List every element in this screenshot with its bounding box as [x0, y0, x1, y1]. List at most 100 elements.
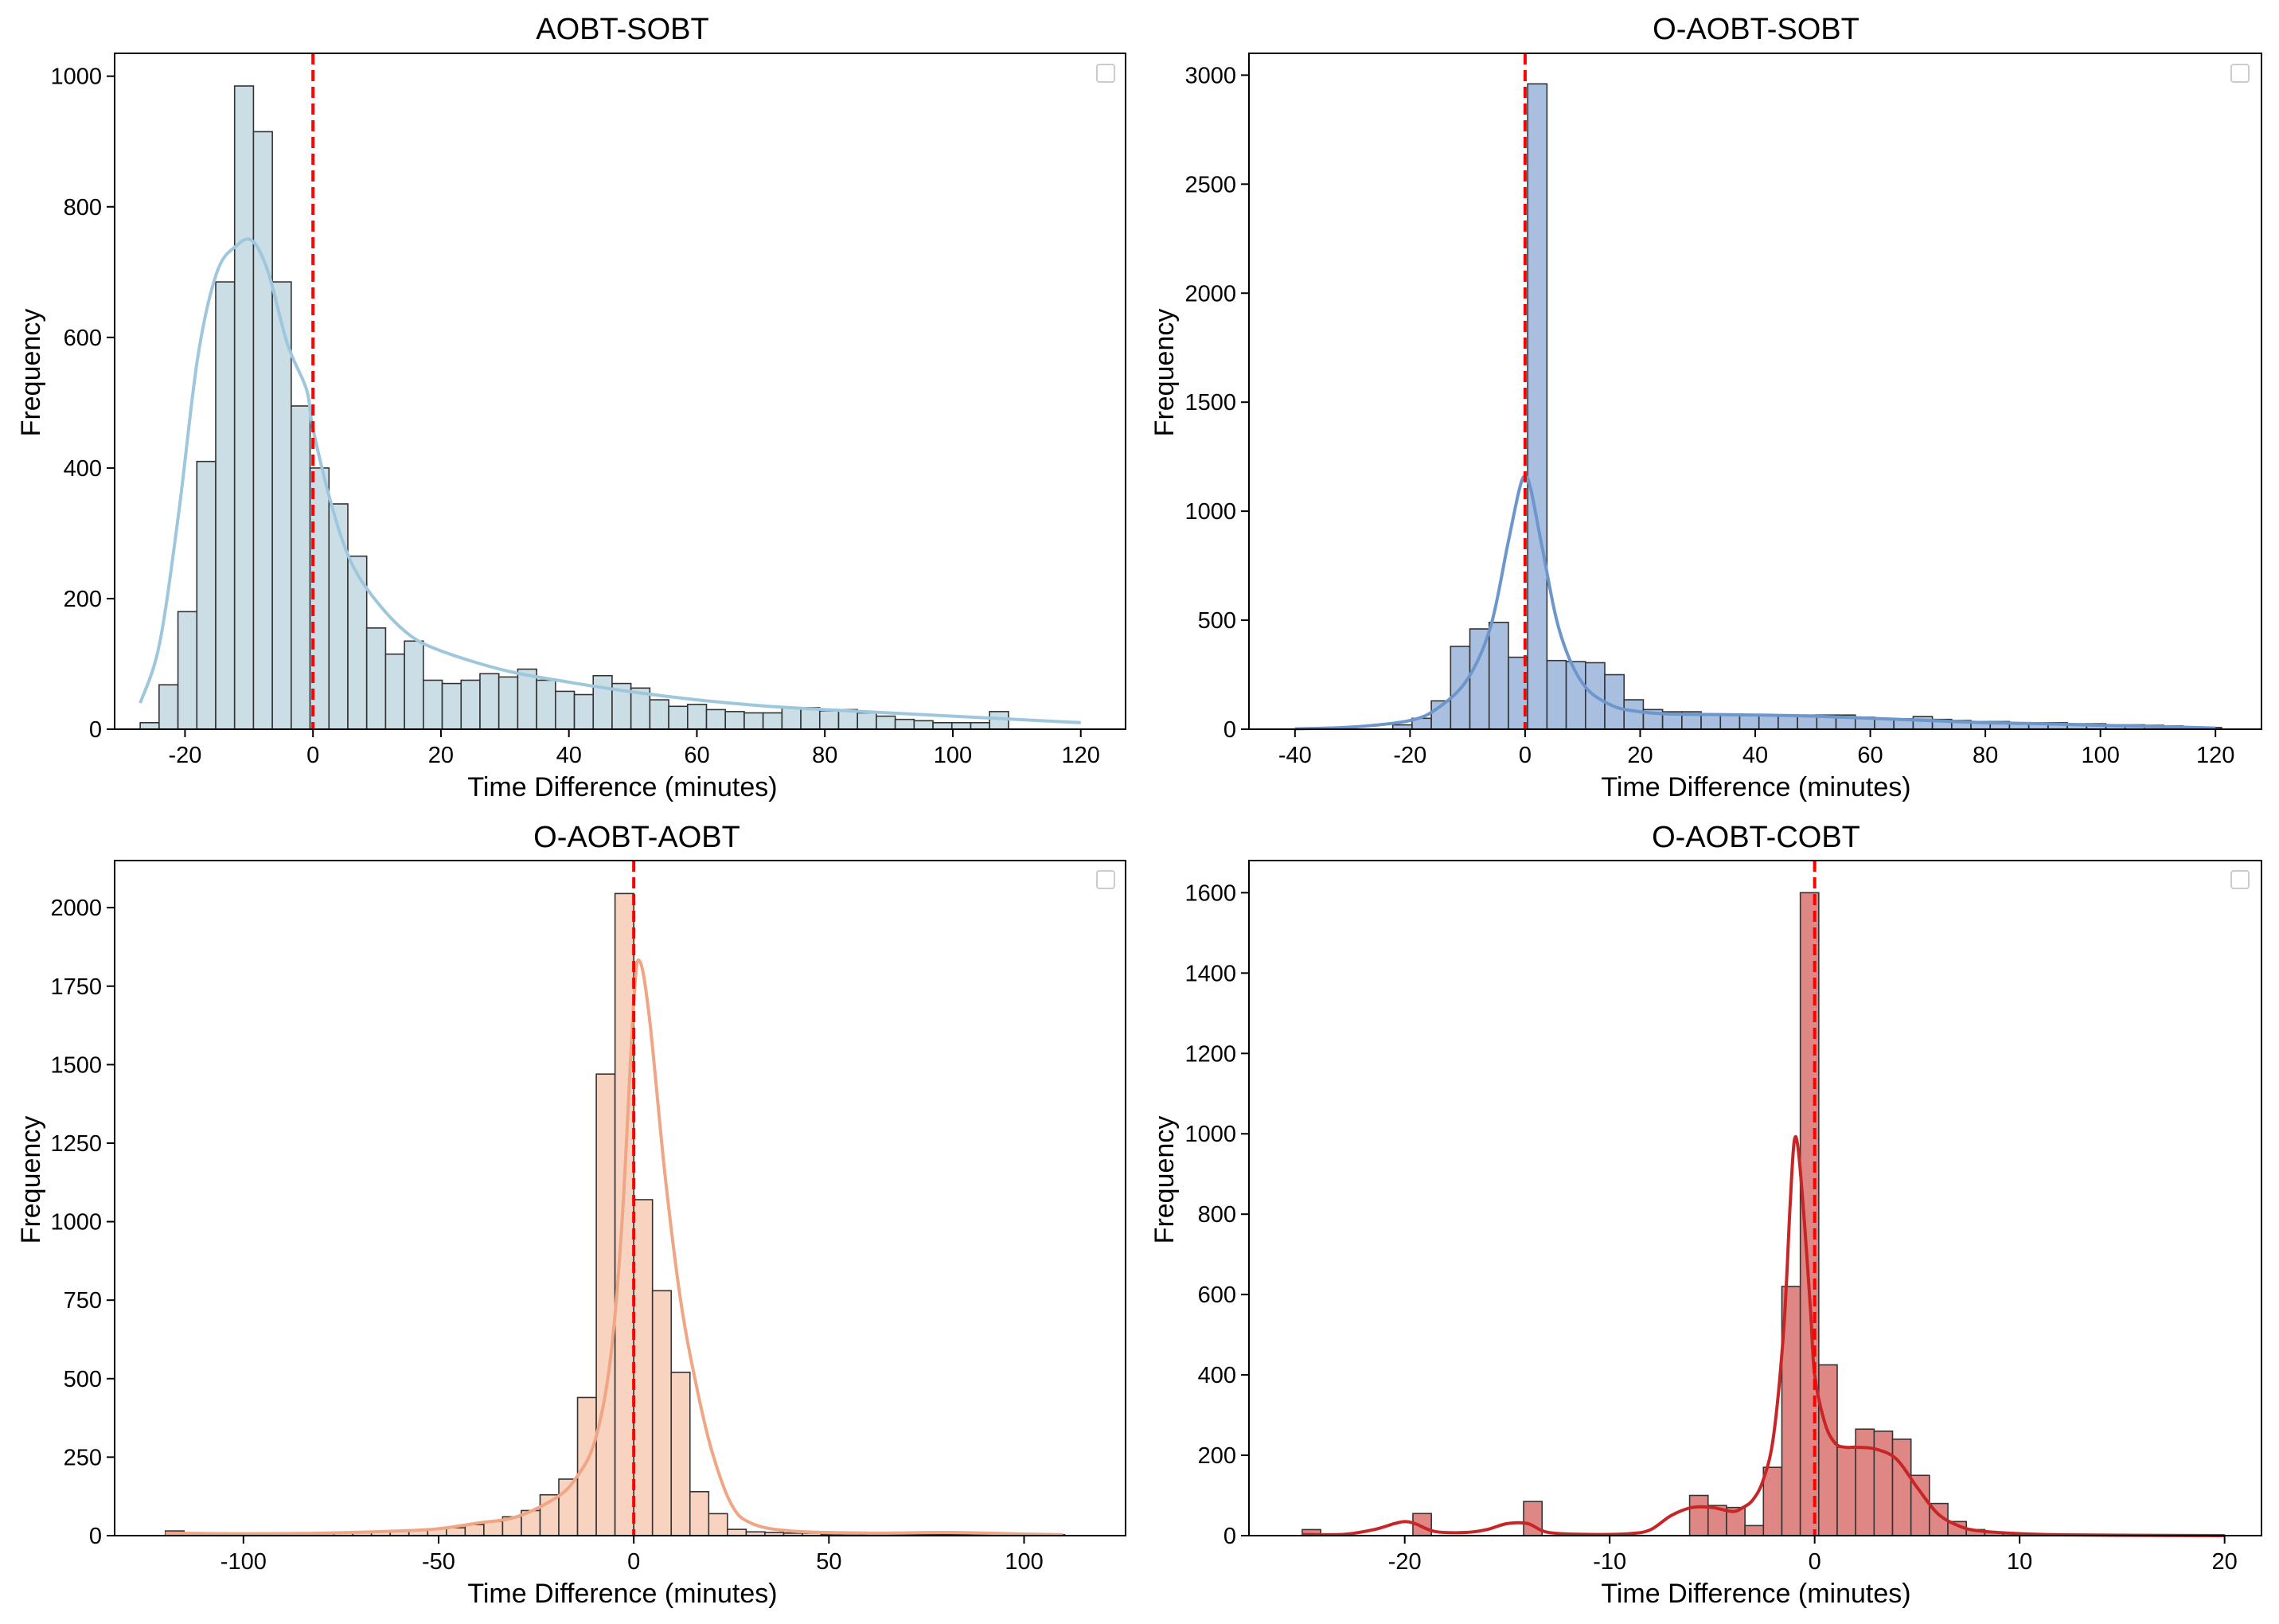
histogram-bar	[1700, 713, 1722, 730]
histogram-bar	[1836, 1446, 1856, 1536]
histogram-bar	[576, 1396, 597, 1536]
y-tick-label: 0	[89, 1524, 102, 1549]
histogram-bar	[724, 711, 745, 730]
y-tick-label: 2000	[1184, 281, 1236, 306]
plot-marks	[1301, 861, 2226, 1537]
y-tick-label: 2000	[50, 896, 102, 921]
x-tick-label: -20	[1388, 1549, 1422, 1575]
histogram-bar	[483, 1521, 504, 1536]
y-tick-label: 1500	[50, 1052, 102, 1078]
histogram-bar	[573, 693, 595, 730]
kde-curve	[1294, 474, 2216, 731]
y-tick-label: 800	[1198, 1202, 1236, 1228]
legend-box	[2230, 64, 2250, 83]
histogram-bar	[800, 707, 821, 730]
y-tick-label: 500	[64, 1367, 102, 1392]
y-tick-label: 1000	[1184, 499, 1236, 525]
x-axis-label: Time Difference (minutes)	[467, 772, 777, 802]
x-axis-label: Time Difference (minutes)	[1601, 772, 1910, 802]
x-tick-label: 60	[1857, 743, 1883, 768]
histogram-bar	[1758, 714, 1779, 730]
y-tick-label: 400	[1198, 1363, 1236, 1388]
histogram-bar	[1546, 659, 1567, 730]
histogram-bar	[705, 709, 727, 730]
kde-curve	[139, 237, 1081, 724]
y-tick-label: 2500	[1184, 172, 1236, 197]
histogram-bar	[384, 653, 405, 730]
y-axis-label: Frequency	[16, 309, 46, 437]
histogram-bar	[479, 673, 500, 730]
panel-o-aobt-cobt: O-AOBT-COBT Frequency Time Difference (m…	[1149, 821, 2262, 1609]
y-tick-label: 0	[1223, 1524, 1236, 1549]
histogram-bar	[423, 679, 443, 730]
histogram-bar	[670, 1372, 691, 1536]
y-tick-label: 1250	[50, 1131, 102, 1157]
y-tick-label: 0	[89, 717, 102, 743]
histogram-bar	[743, 712, 764, 730]
x-tick-label: -20	[168, 743, 201, 768]
histogram-bar	[1891, 1439, 1912, 1536]
y-tick-label: 1750	[50, 974, 102, 1000]
panel-aobt-sobt: AOBT-SOBT Frequency Time Difference (min…	[16, 13, 1126, 802]
histogram-bar	[1623, 699, 1645, 730]
y-tick-label: 1400	[1184, 961, 1236, 986]
histogram-bar	[1873, 1430, 1894, 1536]
x-tick-label: -100	[220, 1549, 267, 1575]
kde-curve	[1301, 1134, 2225, 1537]
histogram-bar	[876, 715, 896, 730]
y-tick-label: 600	[1198, 1282, 1236, 1308]
y-tick-label: 750	[64, 1288, 102, 1314]
y-tick-label: 200	[1198, 1443, 1236, 1469]
x-tick-label: 120	[1062, 743, 1100, 768]
chart-title: O-AOBT-COBT	[1652, 821, 1860, 854]
y-tick-label: 1500	[1184, 390, 1236, 416]
histogram-bar	[1488, 621, 1509, 730]
x-tick-label: 100	[934, 743, 972, 768]
x-tick-label: 10	[2007, 1549, 2032, 1575]
histogram-bar	[651, 1290, 673, 1536]
x-tick-label: 0	[1519, 743, 1532, 768]
x-tick-label: 0	[306, 743, 319, 768]
histogram-bar	[464, 1524, 485, 1536]
histogram-bar	[158, 684, 179, 730]
histogram-bar	[498, 676, 519, 730]
x-tick-label: -20	[1393, 743, 1426, 768]
chart-title: O-AOBT-AOBT	[533, 821, 740, 854]
x-tick-label: 50	[816, 1549, 841, 1575]
histogram-bar	[708, 1513, 728, 1536]
y-tick-label: 800	[64, 195, 102, 221]
histogram-bar	[460, 679, 481, 730]
y-tick-label: 1200	[1184, 1041, 1236, 1067]
histogram-bar	[555, 690, 576, 730]
axis-ticks: -20 0 20 40 60 80 100 120 0 200 400 600 800 1000	[50, 64, 1099, 768]
x-tick-label: 120	[2196, 743, 2234, 768]
chart-title: O-AOBT-SOBT	[1653, 13, 1859, 46]
histogram-bar	[517, 668, 537, 730]
panel-o-aobt-sobt: O-AOBT-SOBT Frequency Time Difference (m…	[1149, 13, 2262, 802]
x-tick-label: -40	[1278, 743, 1312, 768]
histogram-bar	[1688, 1494, 1709, 1536]
histogram-bar	[894, 718, 915, 730]
plot-frame	[114, 53, 1126, 730]
x-tick-label: -50	[422, 1549, 455, 1575]
plot-frame	[1248, 53, 2262, 730]
plot-frame	[1248, 860, 2262, 1536]
y-tick-label: 500	[1198, 608, 1236, 634]
histogram-bar	[1719, 714, 1741, 730]
x-axis-label: Time Difference (minutes)	[1601, 1579, 1910, 1609]
histogram-bar	[1855, 1428, 1875, 1536]
histogram-bar	[970, 721, 990, 730]
x-tick-label: 20	[1627, 743, 1653, 768]
x-tick-label: 0	[1809, 1549, 1821, 1575]
histogram-bar	[328, 503, 349, 730]
histogram-bar	[633, 1199, 654, 1536]
histogram-bar	[592, 674, 613, 730]
histogram-bar	[1818, 1364, 1838, 1536]
histogram-bar	[913, 720, 934, 730]
y-tick-label: 3000	[1184, 63, 1236, 88]
histogram-bar	[727, 1528, 747, 1536]
histogram-bar	[215, 281, 236, 730]
x-tick-label: 100	[1005, 1549, 1043, 1575]
kde-curve	[165, 958, 1063, 1536]
